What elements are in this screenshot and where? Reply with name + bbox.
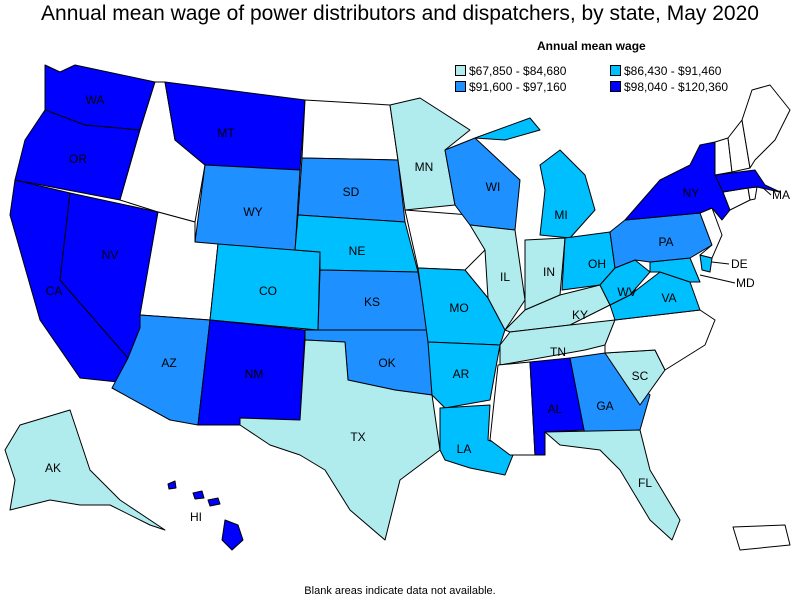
state-label-or: OR <box>69 152 87 166</box>
state-label-wi: WI <box>486 180 501 194</box>
state-label-va: VA <box>661 291 676 305</box>
state-label-ca: CA <box>46 284 63 298</box>
legend-swatch <box>455 81 466 92</box>
state-nd[interactable] <box>301 99 399 161</box>
state-label-ny: NY <box>683 186 700 200</box>
state-fl[interactable] <box>544 429 681 541</box>
state-label-in: IN <box>543 265 555 279</box>
state-labels: WA OR CA NV MT WY CO AZ NM SD NE KS OK T… <box>45 93 790 524</box>
state-ri[interactable] <box>747 186 758 201</box>
state-label-la: LA <box>457 442 472 456</box>
state-label-mi: MI <box>554 208 567 222</box>
leader-line-md <box>699 274 736 284</box>
state-label-nv: NV <box>102 248 119 262</box>
legend-label: $98,040 - $120,360 <box>624 80 729 94</box>
state-label-mt: MT <box>217 126 235 140</box>
leader-line-de <box>711 261 730 265</box>
state-label-ma: MA <box>772 188 790 202</box>
state-label-mn: MN <box>415 160 434 174</box>
state-label-fl: FL <box>638 476 652 490</box>
state-label-sc: SC <box>632 369 649 383</box>
state-label-ks: KS <box>364 295 380 309</box>
state-label-ga: GA <box>596 399 613 413</box>
state-ny[interactable] <box>624 141 731 221</box>
state-label-al: AL <box>548 402 563 416</box>
legend-title: Annual mean wage <box>537 39 646 53</box>
state-ga[interactable] <box>569 352 651 436</box>
state-label-ky: KY <box>572 308 588 322</box>
legend-item-tier-0: $67,850 - $84,680 <box>455 64 566 78</box>
legend-swatch <box>610 81 621 92</box>
legend-item-tier-3: $98,040 - $120,360 <box>610 80 728 94</box>
state-label-az: AZ <box>161 356 176 370</box>
state-label-sd: SD <box>343 185 360 199</box>
label-leader-lines <box>699 186 772 284</box>
state-label-wa: WA <box>86 93 105 107</box>
legend-swatch <box>455 65 466 76</box>
state-label-hi: HI <box>190 510 202 524</box>
state-label-de: DE <box>731 257 748 271</box>
legend-item-tier-1: $86,430 - $91,460 <box>610 64 721 78</box>
map-title: Annual mean wage of power distributors a… <box>41 2 759 25</box>
state-me[interactable] <box>741 84 791 169</box>
state-label-mo: MO <box>449 301 468 315</box>
state-label-md: MD <box>736 276 755 290</box>
footnote: Blank areas indicate data not available. <box>304 585 496 597</box>
state-label-co: CO <box>259 284 277 298</box>
legend-label: $86,430 - $91,460 <box>624 64 722 78</box>
state-label-wy: WY <box>243 205 262 219</box>
state-label-ok: OK <box>378 356 395 370</box>
state-label-ne: NE <box>349 244 366 258</box>
state-label-wv: WV <box>617 285 636 299</box>
leader-line-ma <box>761 186 772 196</box>
state-la[interactable] <box>439 404 516 476</box>
state-ms[interactable] <box>489 361 536 456</box>
state-ma[interactable] <box>714 169 781 193</box>
legend-label: $67,850 - $84,680 <box>469 64 567 78</box>
state-label-pa: PA <box>658 235 673 249</box>
state-label-nm: NM <box>245 367 264 381</box>
state-label-il: IL <box>500 270 510 284</box>
state-hi[interactable] <box>167 480 244 551</box>
state-label-tx: TX <box>350 430 365 444</box>
state-label-ak: AK <box>45 461 61 475</box>
legend-swatch <box>610 65 621 76</box>
state-label-tn: TN <box>550 345 566 359</box>
state-label-ar: AR <box>453 367 470 381</box>
state-tx[interactable] <box>239 339 441 541</box>
state-pr[interactable] <box>732 524 791 551</box>
state-ia[interactable] <box>404 209 486 271</box>
legend-label: $91,600 - $97,160 <box>469 80 567 94</box>
state-ar[interactable] <box>427 341 501 409</box>
state-label-oh: OH <box>588 257 606 271</box>
state-mi[interactable] <box>474 117 596 239</box>
legend-item-tier-2: $91,600 - $97,160 <box>455 80 566 94</box>
state-ak[interactable] <box>4 409 166 531</box>
